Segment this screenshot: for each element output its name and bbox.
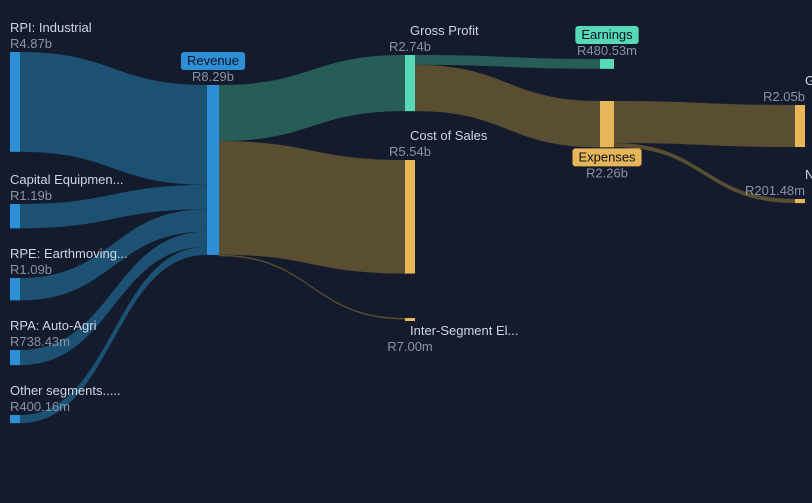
sankey-chart: RPI: IndustrialR4.87b Capital Equipmen...…	[0, 0, 812, 503]
sankey-node-expenses[interactable]	[600, 101, 614, 147]
node-value-revenue: R8.29b	[192, 69, 234, 84]
sankey-node-rpa[interactable]	[10, 350, 20, 365]
sankey-node-gross[interactable]	[405, 55, 415, 111]
node-value-expenses: R2.26b	[586, 165, 628, 180]
node-value-ga: R2.05b	[763, 89, 805, 104]
sankey-node-ga[interactable]	[795, 105, 805, 147]
sankey-node-rpi[interactable]	[10, 52, 20, 152]
node-label-rpe: RPE: Earthmoving...	[10, 246, 128, 261]
node-value-other: R400.16m	[10, 399, 70, 414]
sankey-node-interseg[interactable]	[405, 318, 415, 321]
node-value-rpa: R738.43m	[10, 334, 70, 349]
node-label-gross: Gross Profit	[410, 23, 479, 38]
sankey-node-nonop[interactable]	[795, 199, 805, 203]
sankey-link	[219, 55, 405, 141]
node-label-ga: General & Admini...	[805, 73, 812, 88]
sankey-node-rpe[interactable]	[10, 278, 20, 300]
node-value-earnings: R480.53m	[577, 43, 637, 58]
sankey-node-cos[interactable]	[405, 160, 415, 274]
sankey-node-revenue[interactable]	[207, 85, 219, 255]
node-label-rpa: RPA: Auto-Agri	[10, 318, 97, 333]
sankey-link	[614, 101, 795, 147]
node-label-cos: Cost of Sales	[410, 128, 488, 143]
node-value-capeq: R1.19b	[10, 188, 52, 203]
node-label-nonop: Non-Operating Ex...	[805, 167, 812, 182]
node-value-nonop: R201.48m	[745, 183, 805, 198]
node-label-capeq: Capital Equipmen...	[10, 172, 123, 187]
node-value-cos: R5.54b	[389, 144, 431, 159]
node-value-rpe: R1.09b	[10, 262, 52, 277]
node-label-revenue: Revenue	[187, 53, 239, 68]
node-value-rpi: R4.87b	[10, 36, 52, 51]
node-label-other: Other segments.....	[10, 383, 121, 398]
node-label-interseg: Inter-Segment El...	[410, 323, 518, 338]
node-value-gross: R2.74b	[389, 39, 431, 54]
sankey-node-other[interactable]	[10, 415, 20, 423]
sankey-node-capeq[interactable]	[10, 204, 20, 228]
node-label-expenses: Expenses	[578, 149, 636, 164]
node-label-earnings: Earnings	[581, 27, 633, 42]
sankey-link	[20, 52, 207, 185]
node-value-interseg: R7.00m	[387, 339, 433, 354]
sankey-link	[219, 141, 405, 273]
sankey-node-earnings[interactable]	[600, 59, 614, 69]
node-label-rpi: RPI: Industrial	[10, 20, 92, 35]
